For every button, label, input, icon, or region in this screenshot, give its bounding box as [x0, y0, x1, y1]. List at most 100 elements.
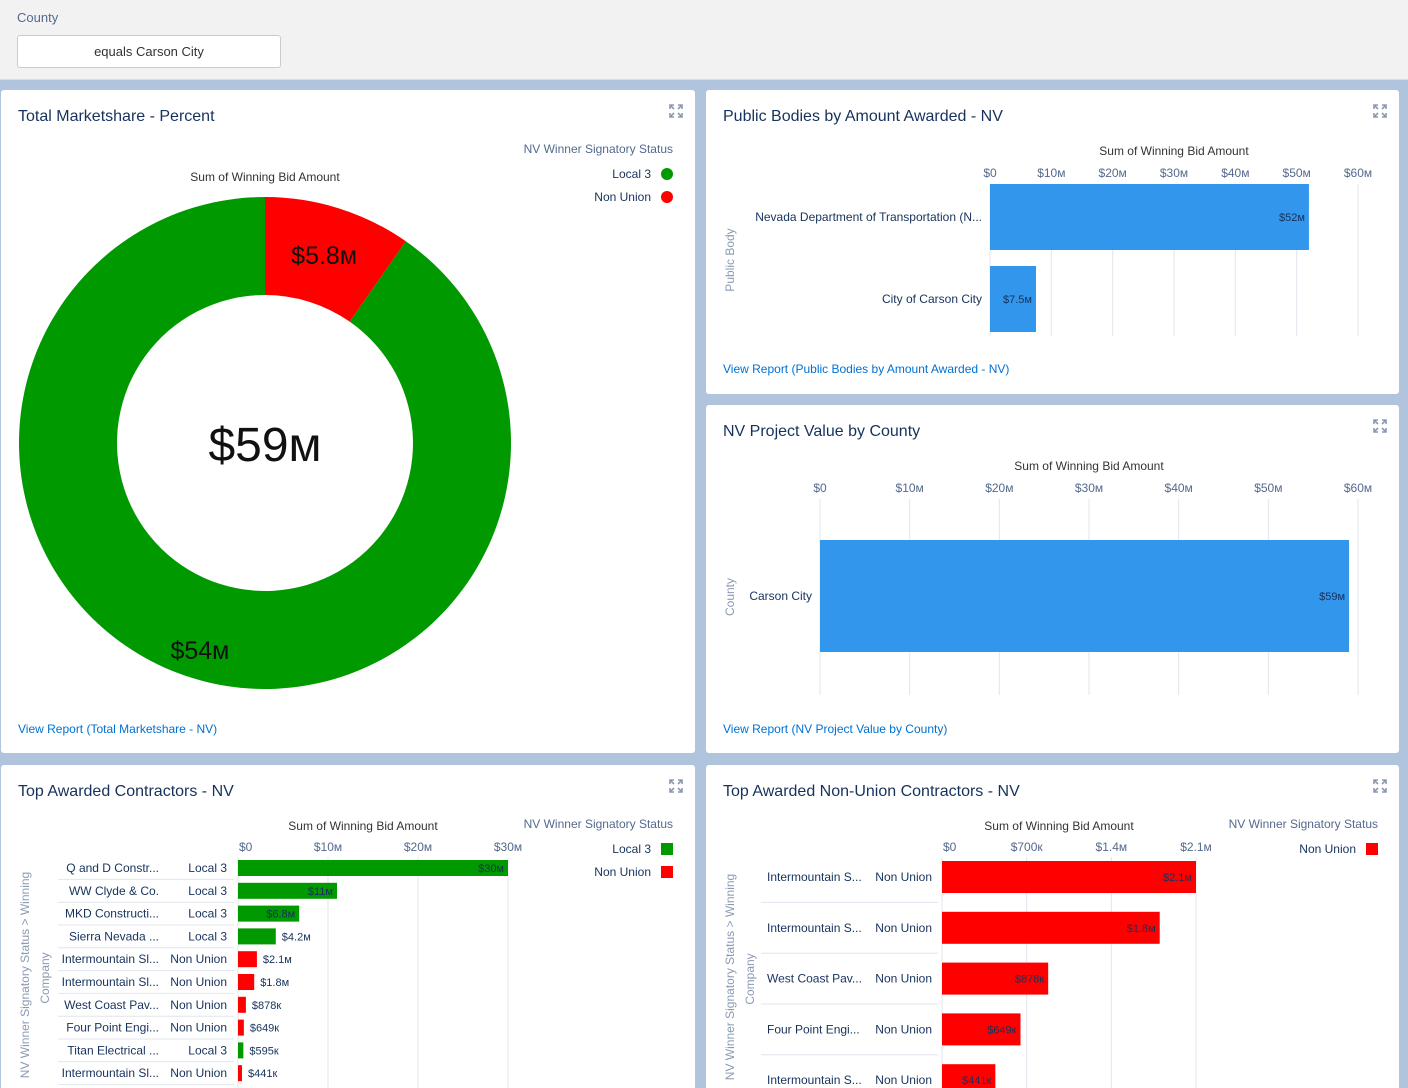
expand-icon[interactable]	[669, 779, 683, 793]
x-tick-label: $50м	[1254, 481, 1282, 495]
card-title: NV Project Value by County	[723, 423, 921, 440]
status-label: Non Union	[875, 870, 932, 884]
company-label: Sierra Nevada ...	[69, 929, 159, 943]
expand-icon[interactable]	[1373, 779, 1387, 793]
company-label: Intermountain Sl...	[62, 1066, 159, 1080]
bar	[238, 882, 337, 899]
card-title: Top Awarded Contractors - NV	[18, 783, 234, 800]
bar-value-label: $649к	[987, 1024, 1016, 1036]
company-label: West Coast Pav...	[64, 998, 159, 1012]
card-title: Top Awarded Non-Union Contractors - NV	[723, 783, 1020, 800]
legend-title: NV Winner Signatory Status	[1229, 817, 1378, 831]
y-axis-label: Company	[38, 952, 52, 1003]
bar-value-label: $7.5м	[1003, 294, 1032, 306]
bar	[990, 184, 1309, 250]
bar-value-label: $595к	[249, 1045, 278, 1057]
legend-swatch	[661, 866, 673, 878]
chart-title: Sum of Winning Bid Amount	[190, 170, 340, 184]
bar	[238, 1042, 244, 1059]
status-label: Non Union	[170, 998, 227, 1012]
status-label: Local 3	[188, 929, 227, 943]
y-axis-label: Company	[743, 953, 757, 1004]
bar-value-label: $1.8м	[1127, 923, 1156, 935]
bar	[238, 974, 255, 990]
expand-icon[interactable]	[1373, 419, 1387, 433]
legend-title: NV Winner Signatory Status	[524, 817, 673, 831]
x-tick-label: $60м	[1344, 166, 1372, 180]
status-label: Non Union	[875, 972, 932, 986]
category-label: Carson City	[749, 589, 812, 603]
status-label: Local 3	[188, 861, 227, 875]
marketshare-donut-chart: Sum of Winning Bid Amount $54м $5.8м $59м NV…	[18, 142, 673, 689]
x-tick-label: $20м	[404, 840, 432, 854]
bar-value-label: $878к	[1015, 974, 1044, 986]
donut-center-label: $59м	[208, 419, 321, 472]
bar	[942, 861, 1196, 893]
company-label: Intermountain S...	[767, 1073, 862, 1087]
bar-value-label: $30м	[478, 863, 504, 875]
bar	[820, 540, 1350, 652]
status-label: Non Union	[170, 1021, 227, 1035]
x-tick-label: $700к	[1011, 840, 1044, 854]
y-axis-label: County	[723, 578, 737, 616]
legend-title: NV Winner Signatory Status	[524, 142, 673, 156]
bar	[942, 911, 1160, 944]
chart-title: Sum of Winning Bid Amount	[1099, 144, 1249, 158]
bar-value-label: $441к	[248, 1068, 277, 1080]
bar	[238, 1019, 244, 1036]
x-tick-label: $50м	[1283, 166, 1311, 180]
card-project-value-county: NV Project Value by County Sum of Winnin…	[706, 405, 1399, 753]
bar	[238, 860, 508, 876]
company-label: WW Clyde & Co.	[69, 884, 159, 898]
top-contractors-bar-chart: Sum of Winning Bid Amount $0 $10м $20м $30м Q…	[18, 817, 673, 1088]
bar-value-label: $2.1м	[1163, 872, 1192, 884]
legend-label: Local 3	[612, 167, 651, 181]
bar	[942, 1013, 1021, 1046]
public-bodies-bar-chart: Sum of Winning Bid Amount $0 $10м $20м $30м $…	[723, 144, 1372, 336]
bar-value-label: $878к	[252, 1000, 281, 1012]
x-tick-label: $0	[943, 840, 957, 854]
x-tick-label: $60м	[1344, 481, 1372, 495]
x-tick-label: $2.1м	[1180, 840, 1212, 854]
status-label: Non Union	[170, 1066, 227, 1080]
x-tick-label: $40м	[1165, 481, 1193, 495]
expand-icon[interactable]	[669, 104, 683, 118]
county-bar-chart: Sum of Winning Bid Amount $0 $10м $20м $30м $…	[723, 459, 1372, 695]
x-tick-label: $10м	[314, 840, 342, 854]
status-label: Non Union	[875, 1022, 932, 1036]
county-filter-pill[interactable]: equals Carson City	[17, 35, 281, 68]
bar	[238, 951, 257, 968]
legend-label: Non Union	[594, 190, 651, 204]
view-report-link[interactable]: View Report (Total Marketshare - NV)	[18, 722, 218, 736]
chart-title: Sum of Winning Bid Amount	[288, 819, 438, 833]
x-tick-label: $30м	[494, 840, 522, 854]
card-title: Total Marketshare - Percent	[18, 108, 215, 125]
slice-label: $54м	[170, 637, 229, 665]
y-axis-label: NV Winner Signatory Status > Winning	[18, 872, 32, 1078]
expand-icon[interactable]	[1373, 104, 1387, 118]
bar	[238, 996, 246, 1013]
legend-label: Non Union	[594, 865, 651, 879]
company-label: Intermountain Sl...	[62, 975, 159, 989]
chart-title: Sum of Winning Bid Amount	[1014, 459, 1164, 473]
bar-value-label: $649к	[250, 1023, 279, 1035]
x-tick-label: $20м	[985, 481, 1013, 495]
bar-value-label: $6.8м	[266, 909, 295, 921]
chart-title: Sum of Winning Bid Amount	[984, 819, 1134, 833]
legend-swatch	[1366, 843, 1378, 855]
view-report-link[interactable]: View Report (NV Project Value by County)	[723, 722, 948, 736]
card-total-marketshare: Total Marketshare - Percent Sum of Winni…	[1, 90, 695, 753]
donut-slice	[265, 197, 406, 322]
company-label: West Coast Pav...	[767, 972, 862, 986]
x-tick-label: $30м	[1075, 481, 1103, 495]
card-top-non-union: Top Awarded Non-Union Contractors - NV S…	[706, 765, 1399, 1088]
company-label: Four Point Engi...	[66, 1021, 159, 1035]
y-axis-label: NV Winner Signatory Status > Winning	[723, 874, 737, 1080]
view-report-link[interactable]: View Report (Public Bodies by Amount Awa…	[723, 362, 1010, 376]
category-label: Nevada Department of Transportation (N..…	[755, 210, 982, 224]
company-label: Intermountain S...	[767, 921, 862, 935]
x-tick-label: $30м	[1160, 166, 1188, 180]
company-label: Q and D Constr...	[66, 861, 159, 875]
x-tick-label: $40м	[1221, 166, 1249, 180]
status-label: Non Union	[875, 1073, 932, 1087]
